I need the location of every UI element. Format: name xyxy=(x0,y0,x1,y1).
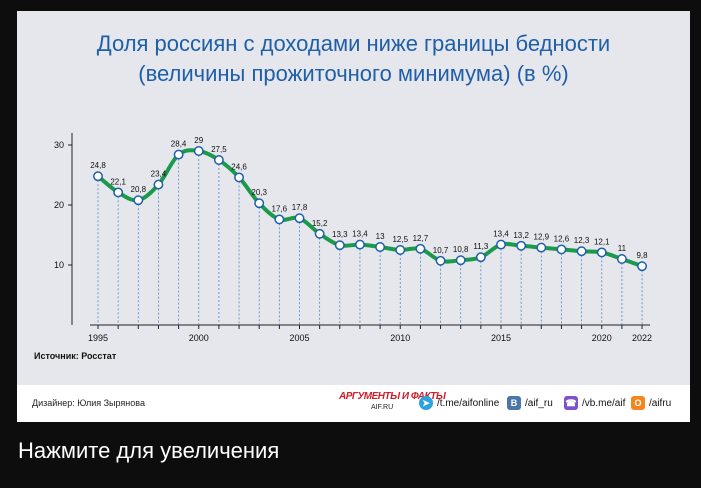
data-label: 20,3 xyxy=(251,188,267,197)
data-point xyxy=(395,245,406,255)
data-point xyxy=(153,179,164,190)
data-point xyxy=(113,187,124,198)
data-label: 15,2 xyxy=(312,219,328,228)
viber-label: /vb.me/aif xyxy=(582,397,626,409)
data-point xyxy=(556,244,567,255)
designer-credit: Дизайнер: Юлия Зырянова xyxy=(32,398,145,408)
title-line-2: (величины прожиточного минимума) (в %) xyxy=(138,61,569,86)
line-chart: 10 20 30 1995 2000 2005 2010 2015 2020 2022 24,8 2… xyxy=(54,133,652,343)
data-label: 17,8 xyxy=(292,203,308,212)
source-note: Источник: Росстат xyxy=(34,351,117,361)
data-label: 20,8 xyxy=(131,185,147,194)
x-tick-label: 2010 xyxy=(390,333,410,343)
viber-link[interactable]: ☎ /vb.me/aif xyxy=(564,395,625,411)
vk-link[interactable]: B /aif_ru xyxy=(507,395,553,411)
data-label: 10,7 xyxy=(433,246,449,255)
data-point xyxy=(415,243,426,254)
ok-label: /aifru xyxy=(649,397,672,409)
data-point xyxy=(375,242,386,252)
data-point xyxy=(596,247,607,258)
x-tick-label: 2022 xyxy=(632,333,652,343)
x-tick-label: 2015 xyxy=(491,333,511,343)
data-point xyxy=(355,239,365,250)
data-label: 28,4 xyxy=(171,140,187,149)
data-point xyxy=(274,214,285,225)
data-label: 9,8 xyxy=(636,251,648,260)
chart-card: Доля россиян с доходами ниже границы бед… xyxy=(17,11,690,422)
data-label: 29 xyxy=(194,136,203,145)
data-label: 27,5 xyxy=(211,145,227,154)
telegram-link[interactable]: ➤ /t.me/aifonline xyxy=(419,395,499,411)
data-point xyxy=(254,198,265,209)
data-point xyxy=(435,255,446,266)
vk-icon: B xyxy=(507,396,521,410)
data-label: 13,4 xyxy=(352,230,368,239)
data-label: 12,7 xyxy=(413,234,429,243)
data-point xyxy=(294,213,305,224)
x-tick-label: 1995 xyxy=(88,333,108,343)
title-line-1: Доля россиян с доходами ниже границы бед… xyxy=(96,31,611,56)
data-point xyxy=(93,171,103,182)
data-point xyxy=(314,228,325,239)
ok-icon: O xyxy=(631,396,645,410)
telegram-label: /t.me/aifonline xyxy=(437,397,500,409)
enlarge-caption[interactable]: Нажмите для увеличения xyxy=(18,438,280,463)
data-label: 12,6 xyxy=(554,234,570,243)
data-label: 11,3 xyxy=(473,242,489,251)
logo-wordmark: АРГУМЕНТЫ И ФАКТЫ xyxy=(339,391,446,402)
chart-title: Доля россиян с доходами ниже границы бед… xyxy=(17,29,690,89)
data-point xyxy=(455,255,466,266)
data-label: 12,3 xyxy=(574,236,590,245)
aif-logo[interactable]: АРГУМЕНТЫ И ФАКТЫ AIF.RU xyxy=(339,391,446,415)
data-label: 12,5 xyxy=(392,235,408,244)
data-point xyxy=(616,254,627,264)
data-point xyxy=(496,239,506,250)
logo-url: AIF.RU xyxy=(371,404,394,411)
data-label: 22,1 xyxy=(110,177,126,186)
data-label: 12,9 xyxy=(534,233,550,242)
data-point xyxy=(536,242,547,253)
data-point xyxy=(213,155,224,165)
series-line xyxy=(96,148,645,269)
y-tick-label: 20 xyxy=(54,200,64,210)
data-point xyxy=(516,240,527,251)
data-point xyxy=(576,246,587,257)
data-label: 23,4 xyxy=(151,170,167,179)
data-point xyxy=(133,195,144,206)
data-label: 13,3 xyxy=(332,230,348,239)
data-label: 24,6 xyxy=(231,162,247,171)
data-label: 11 xyxy=(618,244,627,253)
x-tick-label: 2005 xyxy=(289,333,309,343)
data-label: 13,2 xyxy=(513,231,529,240)
data-point xyxy=(637,261,647,272)
x-tick-label: 2000 xyxy=(189,333,209,343)
y-tick-label: 10 xyxy=(54,260,64,270)
data-label: 17,6 xyxy=(272,204,288,213)
data-point xyxy=(193,146,204,156)
data-label: 13 xyxy=(376,232,385,241)
telegram-icon: ➤ xyxy=(419,396,433,410)
data-point xyxy=(173,149,184,160)
data-label: 24,8 xyxy=(90,161,106,170)
data-point xyxy=(475,252,486,263)
ok-link[interactable]: O /aifru xyxy=(631,395,671,411)
data-point xyxy=(234,172,245,183)
x-tick-label: 2020 xyxy=(592,333,612,343)
y-tick-label: 30 xyxy=(54,140,64,150)
data-point xyxy=(334,240,345,251)
viber-icon: ☎ xyxy=(564,396,578,410)
data-label: 13,4 xyxy=(493,230,509,239)
vk-label: /aif_ru xyxy=(525,397,553,409)
data-label: 12,1 xyxy=(594,237,610,246)
footer-bar: Дизайнер: Юлия Зырянова АРГУМЕНТЫ И ФАКТ… xyxy=(17,385,690,422)
data-label: 10,8 xyxy=(453,245,469,254)
